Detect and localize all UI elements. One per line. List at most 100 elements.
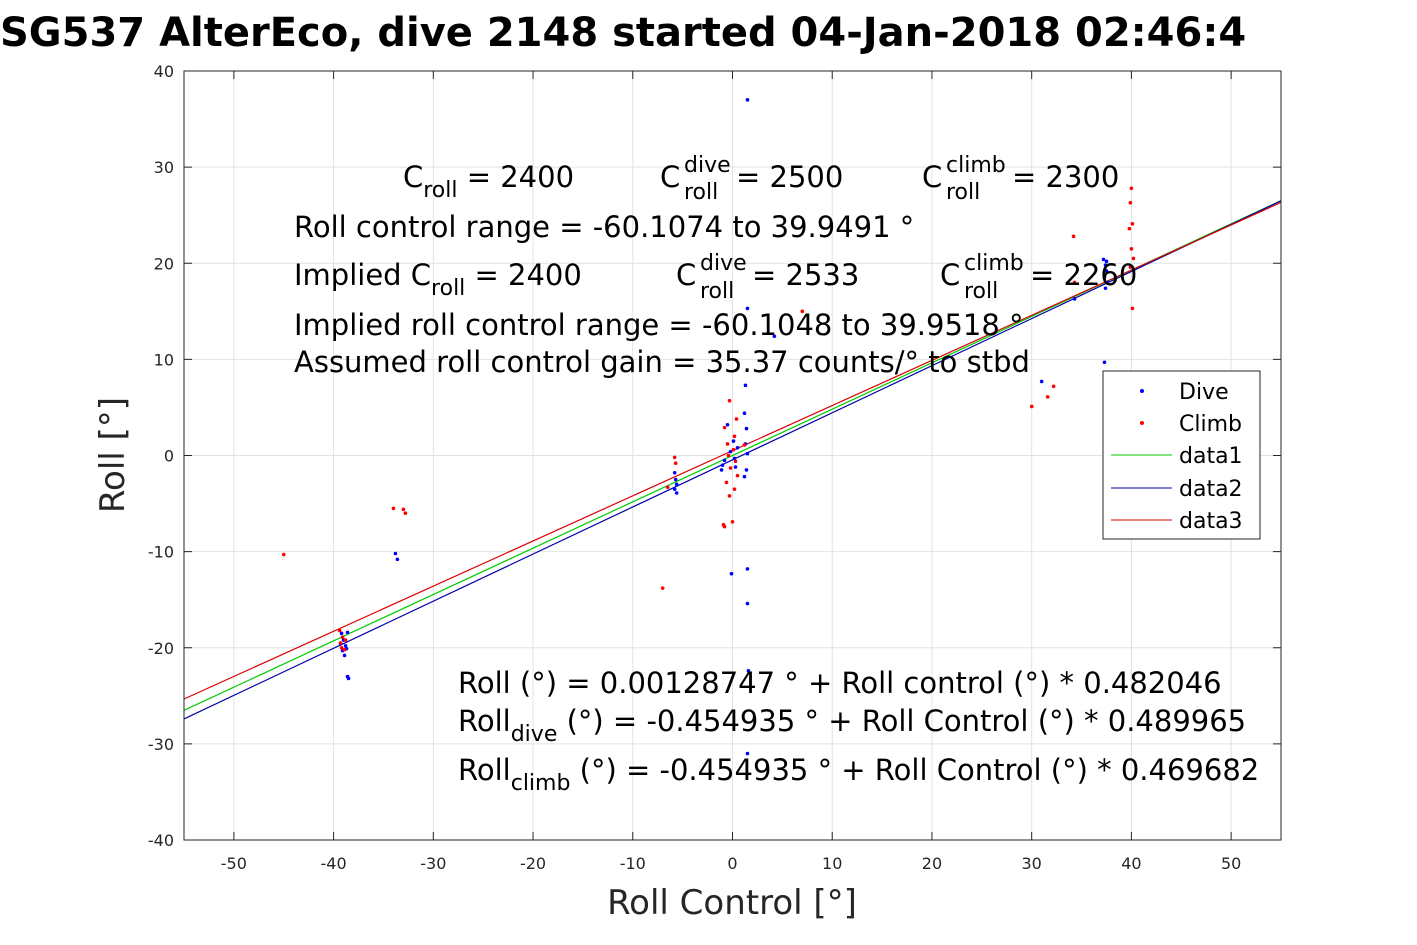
implied-c-climb-value: = 2260 (1030, 258, 1137, 292)
c-roll-dive-sub: roll (684, 180, 718, 205)
dive-point (745, 567, 750, 571)
dive-point (395, 557, 400, 562)
dive-point (673, 477, 678, 482)
legend-data2-label: data2 (1179, 477, 1243, 502)
climb-point (726, 453, 731, 458)
dive-point (725, 422, 730, 427)
dive-point (728, 449, 733, 454)
climb-point (733, 459, 738, 464)
dive-point (672, 471, 677, 475)
climb-point (727, 494, 732, 498)
y-tick-label: 10 (154, 350, 174, 369)
dive-point (1103, 263, 1108, 267)
legend-climb-marker (1140, 421, 1144, 425)
dive-point (745, 601, 750, 606)
y-tick-label: 30 (154, 158, 174, 177)
dive-point (772, 334, 777, 339)
legend-dive-label: Dive (1179, 380, 1229, 405)
x-tick-label: -40 (321, 854, 347, 873)
legend-data3-label: data3 (1179, 509, 1243, 534)
climb-point (1051, 384, 1056, 389)
dive-point (343, 644, 348, 648)
x-tick-label: -10 (620, 854, 646, 873)
dive-point (742, 411, 747, 416)
dive-point (744, 426, 749, 431)
climb-point (391, 506, 396, 511)
x-tick-label: 0 (727, 854, 737, 873)
y-tick-label: 40 (154, 62, 174, 81)
climb-point (727, 398, 732, 403)
c-roll-climb-label: C (922, 160, 942, 194)
dive-point (722, 458, 727, 463)
climb-point (1129, 186, 1134, 191)
roll-control-range-text: Roll control range = -60.1074 to 39.9491… (294, 210, 914, 244)
climb-point (732, 434, 737, 439)
climb-point (1131, 256, 1136, 261)
x-tick-label: 30 (1022, 854, 1042, 873)
c-roll-climb-sup: climb (946, 153, 1006, 178)
climb-point (735, 473, 740, 478)
c-roll-dive-sup: dive (684, 153, 731, 178)
climb-point (1072, 280, 1077, 285)
climb-point (732, 487, 737, 491)
fit-line-data2 (183, 200, 1282, 720)
dive-point (342, 653, 347, 658)
dive-point (393, 551, 398, 556)
climb-point (724, 480, 729, 485)
dive-point (743, 383, 748, 388)
legend-climb-label: Climb (1179, 412, 1242, 437)
dive-point (1104, 269, 1109, 273)
climb-point (800, 309, 805, 314)
climb-point (725, 442, 730, 446)
climb-point (731, 447, 736, 452)
y-tick-label: -20 (148, 639, 174, 658)
dive-point (1105, 280, 1110, 285)
implied-c-dive-value: = 2533 (752, 258, 859, 292)
climb-point (673, 461, 678, 465)
x-tick-label: 10 (822, 854, 842, 873)
climb-point (340, 635, 345, 639)
dive-point (1039, 379, 1044, 384)
legend-dive-marker (1140, 389, 1144, 393)
dive-point (674, 482, 679, 487)
climb-point (728, 466, 733, 470)
implied-range-text: Implied roll control range = -60.1048 to… (294, 308, 1024, 342)
climb-point (660, 586, 665, 590)
dive-point (339, 631, 344, 636)
y-tick-label: -30 (148, 735, 174, 754)
implied-c-dive-sup: dive (700, 251, 747, 276)
climb-point (401, 507, 406, 512)
legend: Dive Climb data1 data2 data3 (1102, 370, 1261, 540)
implied-c-dive-sub: roll (700, 279, 734, 304)
dive-point (719, 468, 724, 472)
implied-c-climb-sup: climb (964, 251, 1024, 276)
climb-point (1128, 200, 1133, 205)
dive-point (733, 465, 738, 469)
c-roll-label: Croll = 2400 (403, 160, 574, 203)
implied-c-climb-label: C (940, 258, 960, 292)
dive-point (1104, 259, 1109, 264)
climb-point (1127, 226, 1132, 231)
y-axis-label: Roll [°] (93, 397, 133, 513)
climb-point (722, 425, 727, 430)
dive-point (746, 669, 751, 673)
y-tick-label: -40 (148, 831, 174, 850)
dive-point (731, 439, 736, 443)
dive-point (744, 468, 749, 472)
climb-point (730, 520, 735, 524)
dive-point (745, 751, 750, 756)
climb-point (722, 524, 727, 529)
implied-c-climb-sub: roll (964, 279, 998, 304)
dive-point (1101, 257, 1106, 262)
x-tick-label: 40 (1121, 854, 1141, 873)
c-roll-dive-label: C (660, 160, 680, 194)
climb-point (1129, 247, 1134, 251)
fit-equations: Roll (°) = 0.00128747 ° + Roll control (… (458, 666, 1259, 796)
dive-point (674, 491, 679, 495)
x-tick-label: 20 (922, 854, 942, 873)
x-axis-label: Roll Control [°] (607, 883, 857, 923)
dive-point (1102, 360, 1107, 365)
x-tick-label: -50 (221, 854, 247, 873)
dive-point (745, 306, 750, 311)
